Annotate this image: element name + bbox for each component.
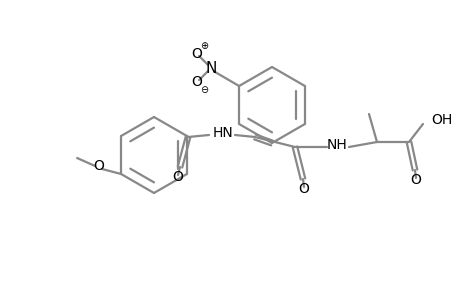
Text: HN: HN [212, 126, 233, 140]
Text: O: O [172, 170, 183, 184]
Text: O: O [298, 182, 309, 196]
Text: O: O [191, 47, 202, 61]
Text: ⊖: ⊖ [200, 85, 208, 95]
Text: ⊕: ⊕ [200, 41, 208, 51]
Text: OH: OH [430, 113, 451, 127]
Text: O: O [410, 173, 420, 187]
Text: NH: NH [326, 138, 347, 152]
Text: O: O [191, 75, 202, 89]
Text: O: O [94, 159, 104, 173]
Text: N: N [205, 61, 216, 76]
